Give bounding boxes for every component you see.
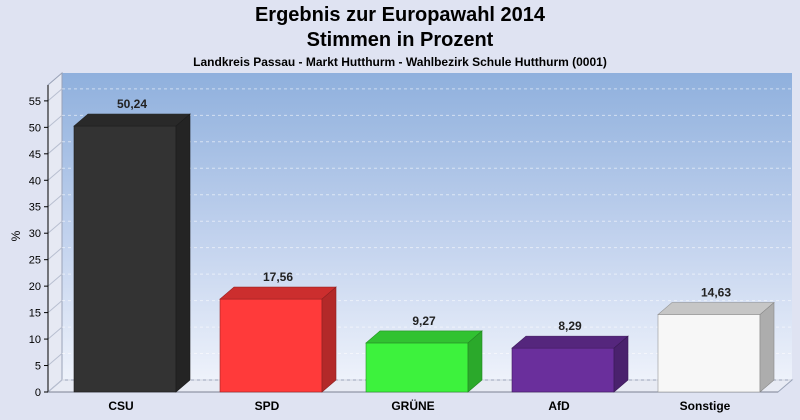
bar-top-grüne: [365, 330, 483, 344]
bar-side-csu: [175, 113, 191, 393]
bar-top-spd: [219, 286, 337, 300]
bar-side-spd: [321, 286, 337, 393]
bar-side-afd: [613, 335, 629, 393]
y-tick-label: 10: [29, 334, 41, 346]
x-tick-label: Sonstige: [680, 399, 731, 413]
gridline-side: [47, 88, 63, 102]
data-label: 9,27: [412, 314, 436, 328]
y-tick-label: 15: [29, 308, 41, 320]
data-label: 17,56: [263, 270, 293, 284]
gridline-side: [47, 141, 63, 155]
gridline-side: [47, 247, 63, 261]
y-tick-label: 0: [35, 387, 41, 399]
bar-top-afd: [511, 335, 629, 349]
y-tick-label: 20: [29, 281, 41, 293]
y-tick-label: 30: [29, 228, 41, 240]
data-label: 8,29: [558, 319, 582, 333]
data-label: 14,63: [701, 286, 731, 300]
gridline-side: [47, 114, 63, 128]
bar-sonstige: [657, 314, 761, 393]
bar-grüne: [365, 342, 469, 393]
bar-spd: [219, 298, 323, 393]
y-tick-label: 25: [29, 255, 41, 267]
chart-title: Ergebnis zur Europawahl 2014: [254, 4, 546, 26]
y-tick-label: 50: [29, 122, 41, 134]
chart-title-line2: Stimmen in Prozent: [306, 29, 494, 51]
x-tick-label: CSU: [108, 399, 133, 413]
x-tick-label: AfD: [548, 399, 570, 413]
gridline-side: [47, 194, 63, 208]
bar-top-sonstige: [657, 302, 775, 315]
gridline-side: [47, 273, 63, 287]
y-axis-label: %: [9, 230, 23, 241]
y-tick-label: 55: [29, 96, 41, 108]
chart-subtitle: Landkreis Passau - Markt Hutthurm - Wahl…: [193, 55, 607, 69]
gridline-side: [47, 379, 63, 393]
data-label: 50,24: [117, 97, 147, 111]
x-tick-label: GRÜNE: [391, 398, 434, 413]
y-tick-label: 40: [29, 175, 41, 187]
bar-top-csu: [73, 113, 191, 127]
bar-csu: [73, 125, 177, 393]
gridline-side: [47, 300, 63, 313]
gridline-side: [47, 167, 63, 181]
bar-side-sonstige: [759, 301, 775, 393]
bar-side-grüne: [467, 330, 483, 393]
bar-afd: [511, 347, 615, 393]
gridline-side: [47, 353, 63, 366]
x-tick-label: SPD: [255, 399, 280, 413]
y-tick-label: 5: [35, 361, 41, 373]
y-tick-label: 35: [29, 202, 41, 214]
gridline-side: [47, 326, 63, 340]
gridline-side: [47, 220, 63, 234]
y-tick-label: 45: [29, 149, 41, 161]
